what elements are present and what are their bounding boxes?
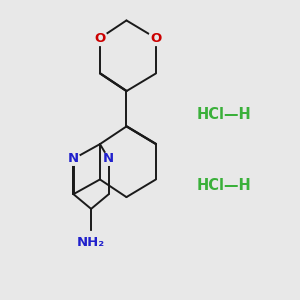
Circle shape <box>93 31 107 46</box>
Text: HCl—H: HCl—H <box>196 178 251 193</box>
Circle shape <box>67 152 80 165</box>
Circle shape <box>102 152 115 165</box>
Text: HCl—H: HCl—H <box>196 107 251 122</box>
Circle shape <box>148 31 163 46</box>
Text: N: N <box>68 152 79 165</box>
Text: NH₂: NH₂ <box>77 236 105 249</box>
Text: N: N <box>103 152 114 165</box>
Text: O: O <box>94 32 106 45</box>
Text: O: O <box>150 32 161 45</box>
Circle shape <box>80 232 102 254</box>
